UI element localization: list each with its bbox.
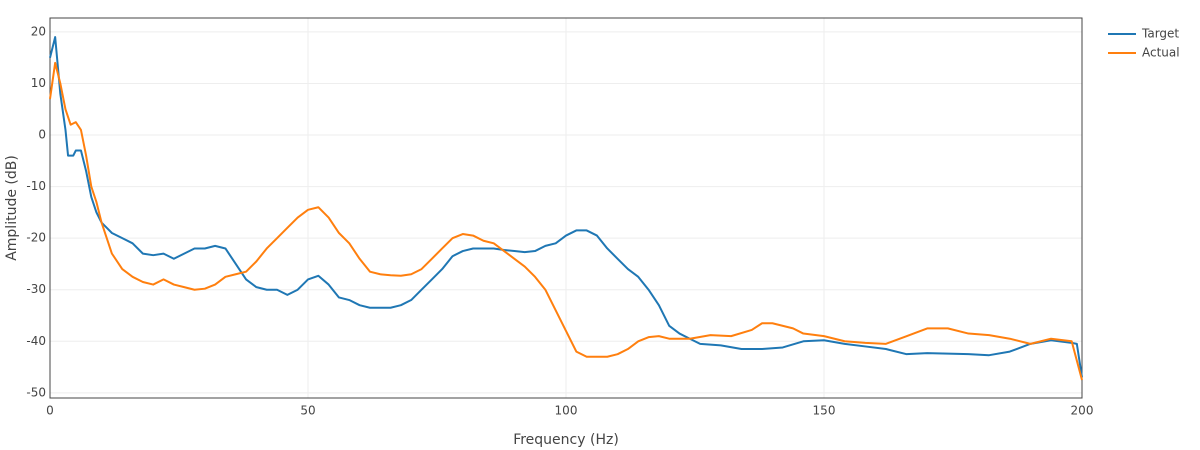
legend-label: Actual [1142, 46, 1180, 60]
x-tick-label: 0 [46, 404, 54, 418]
x-tick-label: 150 [813, 404, 836, 418]
y-tick-label: -50 [26, 385, 46, 399]
y-tick-label: 10 [31, 76, 46, 90]
y-tick-label: -20 [26, 231, 46, 245]
series-line [49, 36, 1083, 378]
y-tick-label: -10 [26, 179, 46, 193]
series-line [49, 61, 1083, 381]
plot-frame [49, 17, 1083, 399]
legend-label: Target [1141, 27, 1179, 41]
y-tick-label: 0 [38, 128, 46, 142]
y-tick-label: -30 [26, 282, 46, 296]
y-tick-label: -40 [26, 334, 46, 348]
y-axis-title: Amplitude (dB) [4, 155, 20, 261]
y-tick-label: 20 [31, 24, 46, 38]
x-tick-label: 200 [1071, 404, 1094, 418]
x-tick-label: 50 [300, 404, 315, 418]
x-tick-label: 100 [555, 404, 578, 418]
x-axis-title: Frequency (Hz) [513, 432, 619, 448]
